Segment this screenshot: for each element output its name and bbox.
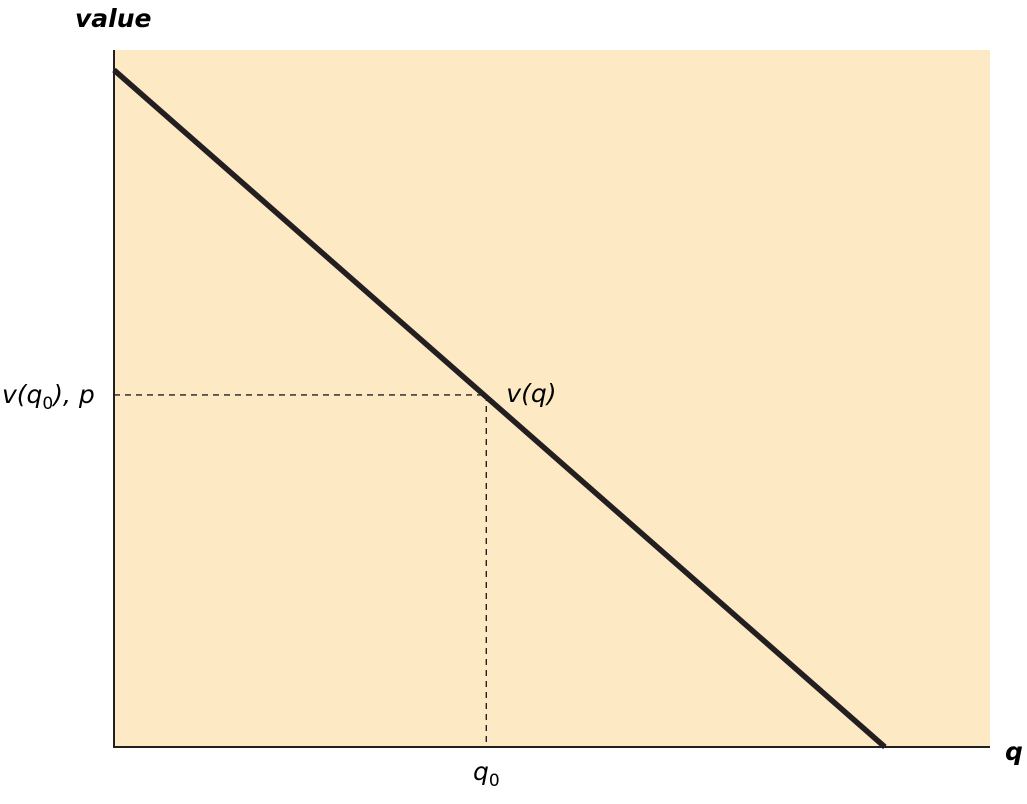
demand-line	[112, 67, 887, 750]
y-axis-title: value	[75, 4, 152, 33]
x-marker-label: q0	[473, 757, 500, 791]
plot-area	[114, 50, 990, 747]
x-marker-symbol: q	[473, 757, 489, 786]
curve-label: v(q)	[506, 379, 556, 408]
y-marker-subscript: 0	[42, 394, 53, 414]
y-marker-suffix: ), p	[51, 380, 95, 409]
x-axis-title: q	[1005, 737, 1023, 766]
x-marker-subscript: 0	[489, 771, 500, 791]
y-marker-label: v(q0), p	[2, 380, 95, 414]
y-marker-prefix: v(q	[2, 380, 42, 409]
